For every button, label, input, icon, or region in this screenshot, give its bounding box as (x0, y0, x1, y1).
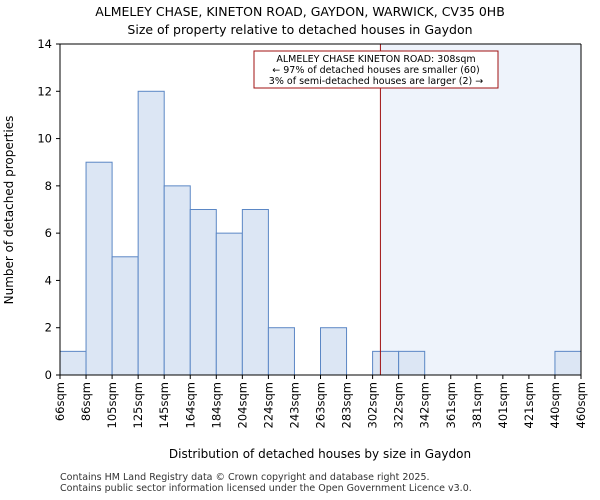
annotation-line: 3% of semi-detached houses are larger (2… (269, 76, 483, 87)
x-tick-label: 440sqm (548, 382, 562, 428)
bar (163, 185, 191, 376)
x-tick-label: 86sqm (79, 382, 93, 421)
y-tick-label: 14 (37, 37, 52, 51)
x-tick-label: 105sqm (105, 382, 119, 428)
x-tick-label: 145sqm (157, 382, 171, 428)
bar (85, 161, 113, 376)
x-axis-label: Distribution of detached houses by size … (169, 447, 471, 461)
bar (59, 350, 87, 376)
x-tick-label: 322sqm (392, 382, 406, 428)
x-tick-label: 204sqm (235, 382, 249, 428)
x-tick-label: 243sqm (287, 382, 301, 428)
y-tick-label: 6 (45, 226, 52, 240)
x-tick-label: 263sqm (314, 382, 328, 428)
y-tick-label: 0 (45, 368, 52, 382)
y-tick-label: 8 (45, 179, 52, 193)
y-tick-label: 12 (37, 84, 52, 98)
bar (215, 232, 243, 376)
plot-area: 0 2 4 6 8 10 12 14 66sqm 86sqm 105sqm 125sqm 145sqm 1… (37, 37, 588, 428)
annotation-box (253, 50, 499, 89)
x-tick-label: 184sqm (209, 382, 223, 428)
x-tick-label: 421sqm (522, 382, 536, 428)
bar (267, 327, 295, 376)
x-tick-label: 283sqm (340, 382, 354, 428)
x-tick-label: 401sqm (496, 382, 510, 428)
chart-title: ALMELEY CHASE, KINETON ROAD, GAYDON, WAR… (95, 4, 505, 19)
x-tick-label: 125sqm (131, 382, 145, 428)
y-tick-label: 4 (45, 273, 52, 287)
y-axis-label: Number of detached properties (2, 116, 16, 305)
annotation-line: ← 97% of detached houses are smaller (60… (272, 65, 479, 76)
bar (189, 209, 217, 376)
y-tick-label: 2 (45, 321, 52, 335)
x-tick-label: 381sqm (470, 382, 484, 428)
x-tick-label: 302sqm (366, 382, 380, 428)
bar (554, 350, 582, 376)
annotation-line: ALMELEY CHASE KINETON ROAD: 308sqm (276, 54, 475, 65)
bar (320, 327, 348, 376)
x-tick-label: 164sqm (183, 382, 197, 428)
highlight-region (380, 44, 581, 375)
footer-line-2: Contains public sector information licen… (60, 483, 472, 494)
x-tick-label: 66sqm (53, 382, 67, 421)
y-tick-label: 10 (37, 132, 52, 146)
bar (111, 256, 139, 376)
bar (241, 209, 269, 376)
bar (372, 350, 400, 376)
x-tick-label: 361sqm (444, 382, 458, 428)
bar (398, 350, 426, 376)
x-tick-label: 342sqm (418, 382, 432, 428)
chart-subtitle: Size of property relative to detached ho… (127, 22, 472, 37)
footer-line-1: Contains HM Land Registry data © Crown c… (60, 472, 430, 483)
bar (137, 90, 165, 376)
x-tick-label: 224sqm (261, 382, 275, 428)
x-tick-label: 460sqm (574, 382, 588, 428)
